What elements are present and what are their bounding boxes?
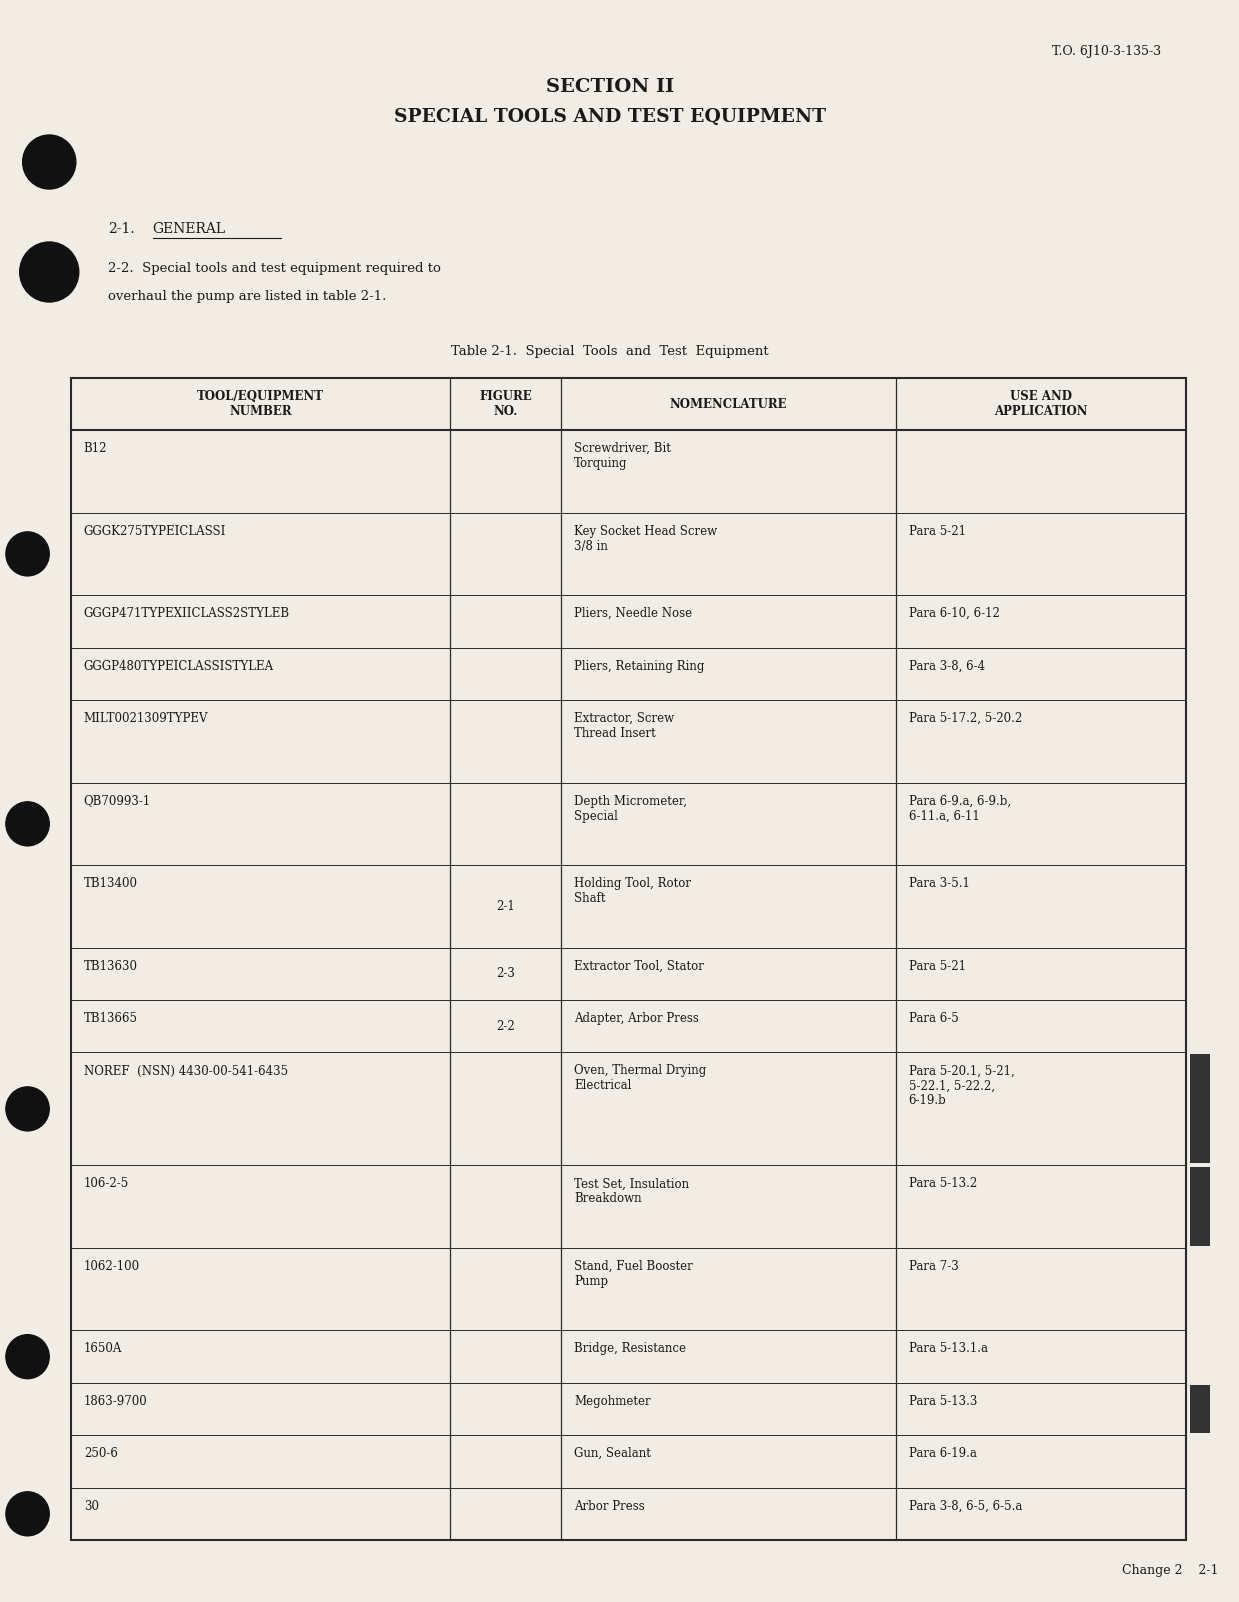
Text: Para 3-8, 6-5, 6-5.a: Para 3-8, 6-5, 6-5.a xyxy=(908,1499,1022,1512)
Text: B12: B12 xyxy=(84,442,108,455)
Text: GENERAL: GENERAL xyxy=(152,223,225,235)
Text: 1650A: 1650A xyxy=(84,1342,123,1355)
Text: Para 6-10, 6-12: Para 6-10, 6-12 xyxy=(908,607,1000,620)
Text: Extractor Tool, Stator: Extractor Tool, Stator xyxy=(574,960,704,972)
Text: Key Socket Head Screw
3/8 in: Key Socket Head Screw 3/8 in xyxy=(574,524,717,553)
Text: MILT0021309TYPEV: MILT0021309TYPEV xyxy=(84,711,208,726)
Text: 2-2.  Special tools and test equipment required to: 2-2. Special tools and test equipment re… xyxy=(108,263,441,276)
Text: Para 5-13.1.a: Para 5-13.1.a xyxy=(908,1342,987,1355)
Text: TB13630: TB13630 xyxy=(84,960,138,972)
Text: 2-3: 2-3 xyxy=(496,968,515,980)
Text: GGGK275TYPEICLASSI: GGGK275TYPEICLASSI xyxy=(84,524,225,538)
Text: TOOL/EQUIPMENT
NUMBER: TOOL/EQUIPMENT NUMBER xyxy=(197,389,323,418)
Text: Table 2-1.  Special  Tools  and  Test  Equipment: Table 2-1. Special Tools and Test Equipm… xyxy=(451,344,769,357)
Text: 106-2-5: 106-2-5 xyxy=(84,1177,129,1190)
Text: Holding Tool, Rotor
Shaft: Holding Tool, Rotor Shaft xyxy=(574,878,691,905)
Text: GGGP480TYPEICLASSISTYLEA: GGGP480TYPEICLASSISTYLEA xyxy=(84,660,274,673)
Text: 2-1: 2-1 xyxy=(497,900,515,913)
Text: overhaul the pump are listed in table 2-1.: overhaul the pump are listed in table 2-… xyxy=(108,290,387,303)
Text: Para 6-9.a, 6-9.b,
6-11.a, 6-11: Para 6-9.a, 6-9.b, 6-11.a, 6-11 xyxy=(908,795,1011,822)
Text: SPECIAL TOOLS AND TEST EQUIPMENT: SPECIAL TOOLS AND TEST EQUIPMENT xyxy=(394,107,826,127)
Circle shape xyxy=(6,1491,50,1536)
Circle shape xyxy=(20,242,79,303)
Text: USE AND
APPLICATION: USE AND APPLICATION xyxy=(994,389,1088,418)
Text: 30: 30 xyxy=(84,1499,99,1512)
Text: 250-6: 250-6 xyxy=(84,1447,118,1461)
Bar xyxy=(71,378,1186,1540)
Text: Para 7-3: Para 7-3 xyxy=(908,1259,958,1274)
Text: Para 5-20.1, 5-21,
5-22.1, 5-22.2,
6-19.b: Para 5-20.1, 5-21, 5-22.1, 5-22.2, 6-19.… xyxy=(908,1064,1015,1107)
Text: SECTION II: SECTION II xyxy=(546,78,674,96)
Text: Screwdriver, Bit
Torquing: Screwdriver, Bit Torquing xyxy=(574,442,672,469)
Text: T.O. 6J10-3-135-3: T.O. 6J10-3-135-3 xyxy=(1052,45,1161,58)
Circle shape xyxy=(6,1334,50,1379)
Text: 1863-9700: 1863-9700 xyxy=(84,1395,147,1408)
Text: TB13665: TB13665 xyxy=(84,1012,138,1025)
Text: Para 6-5: Para 6-5 xyxy=(908,1012,958,1025)
Bar xyxy=(1191,1054,1211,1163)
Text: Para 5-13.2: Para 5-13.2 xyxy=(908,1177,976,1190)
Text: Gun, Sealant: Gun, Sealant xyxy=(574,1447,650,1461)
Text: Para 3-8, 6-4: Para 3-8, 6-4 xyxy=(908,660,985,673)
Text: Para 5-13.3: Para 5-13.3 xyxy=(908,1395,976,1408)
Circle shape xyxy=(22,135,76,189)
Text: NOREF  (NSN) 4430-00-541-6435: NOREF (NSN) 4430-00-541-6435 xyxy=(84,1064,287,1078)
Text: Depth Micrometer,
Special: Depth Micrometer, Special xyxy=(574,795,688,822)
Text: Para 6-19.a: Para 6-19.a xyxy=(908,1447,976,1461)
Text: 2-1.: 2-1. xyxy=(108,223,135,235)
Text: GGGP471TYPEXIICLASS2STYLEB: GGGP471TYPEXIICLASS2STYLEB xyxy=(84,607,290,620)
Bar xyxy=(1191,1168,1211,1246)
Text: Oven, Thermal Drying
Electrical: Oven, Thermal Drying Electrical xyxy=(574,1064,706,1093)
Text: Adapter, Arbor Press: Adapter, Arbor Press xyxy=(574,1012,699,1025)
Text: Test Set, Insulation
Breakdown: Test Set, Insulation Breakdown xyxy=(574,1177,689,1205)
Text: Change 2    2-1: Change 2 2-1 xyxy=(1121,1564,1218,1576)
Text: Stand, Fuel Booster
Pump: Stand, Fuel Booster Pump xyxy=(574,1259,693,1288)
Text: Pliers, Needle Nose: Pliers, Needle Nose xyxy=(574,607,693,620)
Text: 2-2: 2-2 xyxy=(497,1020,515,1033)
Text: QB70993-1: QB70993-1 xyxy=(84,795,151,807)
Text: FIGURE
NO.: FIGURE NO. xyxy=(479,389,532,418)
Text: Bridge, Resistance: Bridge, Resistance xyxy=(574,1342,686,1355)
Text: Megohmeter: Megohmeter xyxy=(574,1395,650,1408)
Circle shape xyxy=(6,1086,50,1131)
Text: TB13400: TB13400 xyxy=(84,878,138,891)
Text: Para 3-5.1: Para 3-5.1 xyxy=(908,878,969,891)
Bar xyxy=(1191,1384,1211,1434)
Text: Para 5-21: Para 5-21 xyxy=(908,960,965,972)
Text: Extractor, Screw
Thread Insert: Extractor, Screw Thread Insert xyxy=(574,711,674,740)
Text: Pliers, Retaining Ring: Pliers, Retaining Ring xyxy=(574,660,705,673)
Text: Arbor Press: Arbor Press xyxy=(574,1499,644,1512)
Text: 1062-100: 1062-100 xyxy=(84,1259,140,1274)
Text: Para 5-21: Para 5-21 xyxy=(908,524,965,538)
Text: NOMENCLATURE: NOMENCLATURE xyxy=(670,397,787,410)
Text: Para 5-17.2, 5-20.2: Para 5-17.2, 5-20.2 xyxy=(908,711,1022,726)
Circle shape xyxy=(6,803,50,846)
Circle shape xyxy=(6,532,50,575)
